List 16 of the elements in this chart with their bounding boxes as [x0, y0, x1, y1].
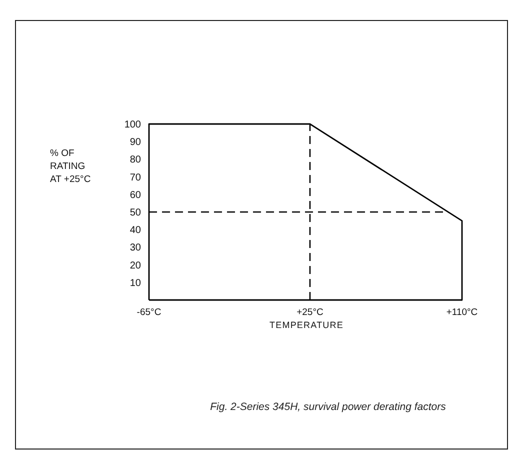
y-tick-label: 100: [124, 120, 142, 130]
x-tick-label: +110°C: [446, 307, 478, 318]
y-tick-label: 20: [130, 260, 142, 272]
y-tick-label: 40: [130, 225, 142, 236]
y-tick-label: 30: [130, 242, 142, 254]
y-tick-label: 90: [130, 137, 142, 148]
caption: Fig. 2-Series 345H, survival power derating factors: [210, 401, 447, 413]
x-tick-label: -65°C: [136, 307, 162, 318]
y-tick-label: 80: [130, 154, 142, 166]
x-axis-title: TEMPERATURE: [270, 320, 344, 330]
y-tick-label: 70: [130, 172, 142, 184]
y-tick-label: 50: [130, 208, 142, 218]
y-tick-label: 10: [130, 278, 142, 289]
x-tick-label: +25°C: [296, 307, 324, 318]
y-tick-label: 60: [130, 190, 142, 201]
y-axis-title: % OF RATING AT +25°C: [50, 148, 91, 185]
